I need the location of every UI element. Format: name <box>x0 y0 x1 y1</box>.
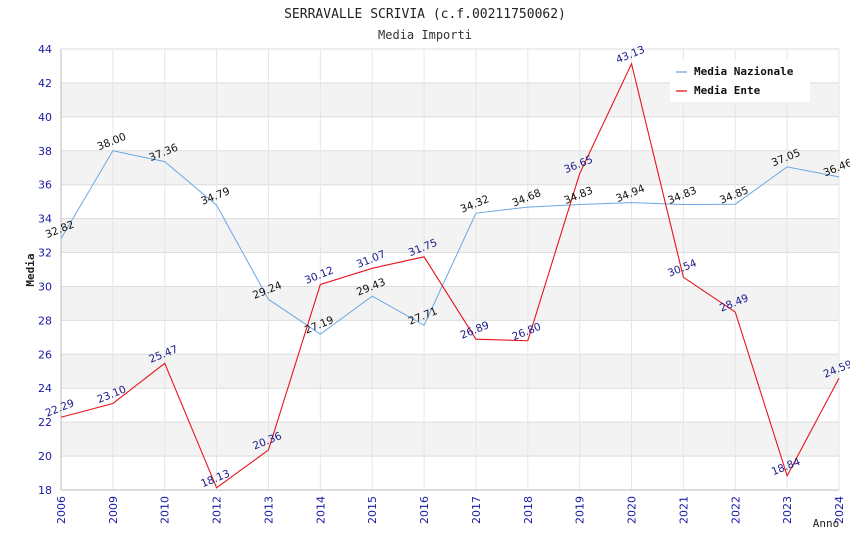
y-tick-label: 38 <box>38 145 52 158</box>
data-label-media-ente: 18.13 <box>199 468 231 490</box>
grid-lines <box>60 48 840 491</box>
grid-band <box>61 218 839 253</box>
y-tick-label: 40 <box>38 111 52 124</box>
data-label-media-nazionale: 34.83 <box>666 185 698 207</box>
y-tick-label: 18 <box>38 484 52 497</box>
series-line-media-nazionale <box>60 150 840 335</box>
y-tick-label: 34 <box>38 213 52 226</box>
x-tick-label: 2015 <box>366 496 379 524</box>
y-tick-label: 32 <box>38 247 52 260</box>
x-tick-label: 2009 <box>107 496 120 524</box>
data-label-media-nazionale: 34.83 <box>562 185 594 207</box>
x-tick-label: 2006 <box>55 496 68 524</box>
y-tick-labels: 18 20 22 24 26 28 30 32 34 36 38 40 42 44 <box>38 43 52 497</box>
y-tick-label: 24 <box>38 382 52 395</box>
y-tick-label: 22 <box>38 416 52 429</box>
legend-label-media-nazionale: Media Nazionale <box>694 65 794 78</box>
grid-band <box>61 422 839 457</box>
data-label-media-ente: 30.54 <box>666 257 699 280</box>
x-tick-label: 2013 <box>262 496 275 524</box>
data-label-media-nazionale: 34.94 <box>614 183 647 206</box>
grid-band <box>61 286 839 321</box>
y-tick-label: 36 <box>38 179 52 192</box>
legend-label-media-ente: Media Ente <box>694 84 761 97</box>
x-tick-label: 2018 <box>522 496 535 524</box>
y-tick-label: 42 <box>38 77 52 90</box>
x-axis-label: Anno <box>813 517 840 530</box>
x-tick-label: 2023 <box>781 496 794 524</box>
y-tick-label: 20 <box>38 450 52 463</box>
series-line-media-ente <box>60 62 840 489</box>
y-tick-label: 30 <box>38 280 52 293</box>
data-label-media-ente: 22.29 <box>44 397 76 419</box>
y-axis-label: Media <box>24 253 37 286</box>
x-tick-label: 2021 <box>677 496 690 524</box>
x-tick-label: 2014 <box>314 496 327 524</box>
x-tick-label: 2019 <box>574 496 587 524</box>
data-label-media-ente: 43.13 <box>614 44 646 66</box>
data-label-media-ente: 18.84 <box>770 456 803 479</box>
x-tick-labels: 2006 2009 2010 2012 2013 2014 2015 2016 2017 2018… <box>55 496 846 524</box>
x-tick-label: 2017 <box>470 496 483 524</box>
x-tick-label: 2020 <box>626 496 639 524</box>
x-tick-label: 2022 <box>729 496 742 524</box>
y-tick-label: 44 <box>38 43 52 56</box>
legend-box <box>670 60 810 102</box>
chart-title: SERRAVALLE SCRIVIA (c.f.00211750062) <box>284 7 566 22</box>
x-tick-label: 2024 <box>833 496 846 524</box>
data-label-media-ente: 30.12 <box>303 264 335 286</box>
data-label-media-ente: 26.80 <box>510 321 542 343</box>
x-tick-label: 2010 <box>159 496 172 524</box>
y-tick-label: 28 <box>38 314 52 327</box>
y-tick-label: 26 <box>38 348 52 361</box>
series-layer <box>60 62 840 489</box>
chart-subtitle: Media Importi <box>378 28 472 42</box>
legend: Media Nazionale Media Ente <box>670 60 810 102</box>
data-label-media-nazionale: 38.00 <box>96 131 128 153</box>
grid-band <box>61 150 839 185</box>
data-label-media-nazionale: 34.85 <box>718 184 750 206</box>
x-tick-label: 2016 <box>418 496 431 524</box>
grid-band <box>61 354 839 389</box>
x-tick-label: 2012 <box>211 496 224 524</box>
